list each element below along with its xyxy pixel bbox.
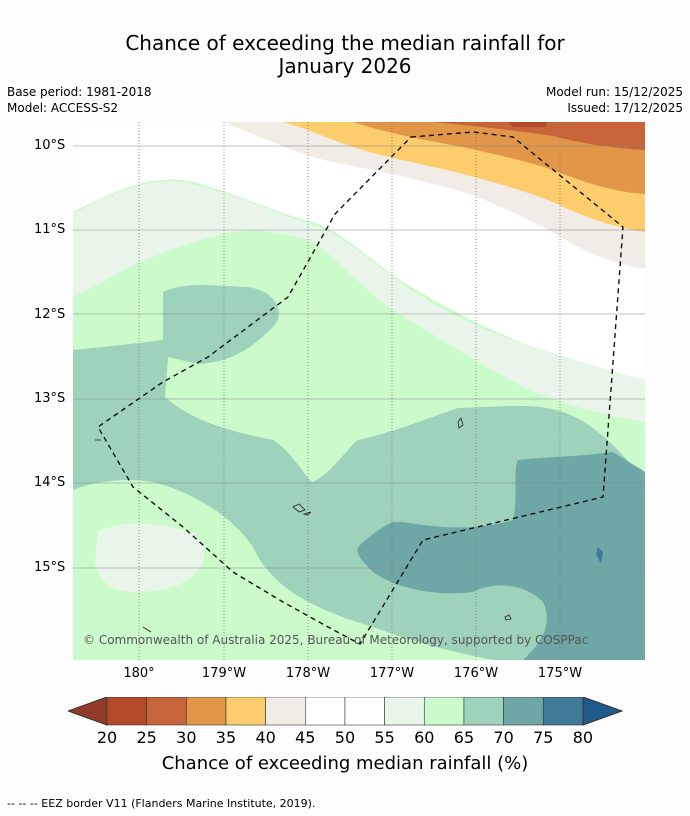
colorbar-tick-label: 45 <box>295 728 316 747</box>
title-line-2: January 2026 <box>278 54 412 78</box>
x-label-175W: 175°W <box>537 666 583 681</box>
colorbar <box>68 697 624 726</box>
colorbar-cell <box>503 697 544 726</box>
x-label-180: 180° <box>123 666 155 681</box>
copyright-text: © Commonwealth of Australia 2025, Bureau… <box>83 633 589 647</box>
issued-date: Issued: 17/12/2025 <box>567 101 683 115</box>
colorbar-tick-label: 55 <box>374 728 395 747</box>
zone-75-patch <box>596 547 603 564</box>
colorbar-tick-label: 25 <box>136 728 157 747</box>
colorbar-cells <box>106 697 584 726</box>
colorbar-cell <box>305 697 346 726</box>
y-label-12S: 12°S <box>34 307 66 322</box>
meta-right: Model run: 15/12/2025 Issued: 17/12/2025 <box>546 84 683 116</box>
map-svg <box>73 122 645 660</box>
colorbar-label: Chance of exceeding median rainfall (%) <box>161 753 529 774</box>
model-name: Model: ACCESS-S2 <box>7 101 119 115</box>
y-label-14S: 14°S <box>34 475 66 490</box>
colorbar-cell <box>146 697 187 726</box>
x-label-178W: 178°W <box>285 666 331 681</box>
zone-55 <box>73 181 645 422</box>
colorbar-cell <box>106 697 147 726</box>
colorbar-tick-label: 80 <box>572 728 594 747</box>
model-run: Model run: 15/12/2025 <box>545 85 683 99</box>
x-label-176W: 176°W <box>453 666 499 681</box>
colorbar-tick-label: 20 <box>96 728 118 747</box>
y-label-10S: 10°S <box>34 138 66 153</box>
y-label-11S: 11°S <box>34 222 66 237</box>
islands <box>95 417 512 633</box>
zone-55-patch <box>95 523 205 592</box>
y-label-15S: 15°S <box>34 560 66 575</box>
eez-footer: -- -- -- EEZ border V11 (Flanders Marine… <box>7 797 316 810</box>
colorbar-cell <box>384 697 425 726</box>
colorbar-tick-label: 70 <box>493 728 514 747</box>
zone-20 <box>508 122 548 127</box>
y-label-13S: 13°S <box>34 391 66 406</box>
rainfall-map <box>73 122 645 660</box>
title-line-1: Chance of exceeding the median rainfall … <box>125 31 565 55</box>
colorbar-tick-label: 30 <box>176 728 197 747</box>
x-label-179W: 179°W <box>201 666 247 681</box>
colorbar-cell <box>186 697 227 726</box>
eez-border <box>97 131 624 645</box>
colorbar-under-arrow <box>68 697 108 726</box>
colorbar-tick-label: 40 <box>255 728 276 747</box>
colorbar-cell <box>265 697 306 726</box>
base-period: Base period: 1981-2018 <box>7 85 152 99</box>
colorbar-tick-label: 35 <box>215 728 237 747</box>
colorbar-cell <box>423 697 465 726</box>
colorbar-cell <box>225 697 266 726</box>
zone-70-75 <box>357 452 645 660</box>
x-label-177W: 177°W <box>369 666 415 681</box>
zone-25 <box>433 122 645 150</box>
colorbar-cell <box>344 697 385 726</box>
gridlines <box>73 145 645 569</box>
colorbar-tick-label: 75 <box>533 728 554 747</box>
colorbar-tick-label: 65 <box>453 728 475 747</box>
colorbar-over-arrow <box>582 697 624 726</box>
meta-left: Base period: 1981-2018 Model: ACCESS-S2 <box>7 84 152 116</box>
colorbar-tick-label: 60 <box>414 728 435 747</box>
colorbar-cell <box>542 697 584 726</box>
colorbar-tick-label: 50 <box>334 728 356 747</box>
chart-title: Chance of exceeding the median rainfall … <box>0 32 690 78</box>
colorbar-cell <box>463 697 504 726</box>
